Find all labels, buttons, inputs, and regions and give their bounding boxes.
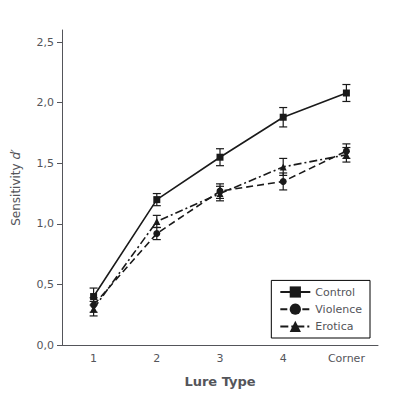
svg-text:Violence: Violence [315, 303, 362, 316]
svg-text:4: 4 [280, 352, 287, 365]
svg-text:1,5: 1,5 [37, 157, 55, 170]
svg-text:Erotica: Erotica [315, 320, 353, 333]
svg-text:Corner: Corner [328, 352, 365, 365]
svg-text:3: 3 [217, 352, 224, 365]
svg-text:0,0: 0,0 [37, 339, 55, 352]
svg-text:Control: Control [315, 286, 355, 299]
svg-text:Sensitivity: Sensitivity [9, 160, 23, 226]
svg-text:2,0: 2,0 [37, 96, 55, 109]
svg-text:1,0: 1,0 [37, 217, 55, 230]
svg-text:0,5: 0,5 [37, 278, 55, 291]
svg-text:Lure Type: Lure Type [184, 374, 255, 389]
svg-text:1: 1 [90, 352, 97, 365]
svg-text:2: 2 [153, 352, 160, 365]
svg-text:d′: d′ [9, 149, 23, 160]
svg-text:2,5: 2,5 [37, 36, 55, 49]
